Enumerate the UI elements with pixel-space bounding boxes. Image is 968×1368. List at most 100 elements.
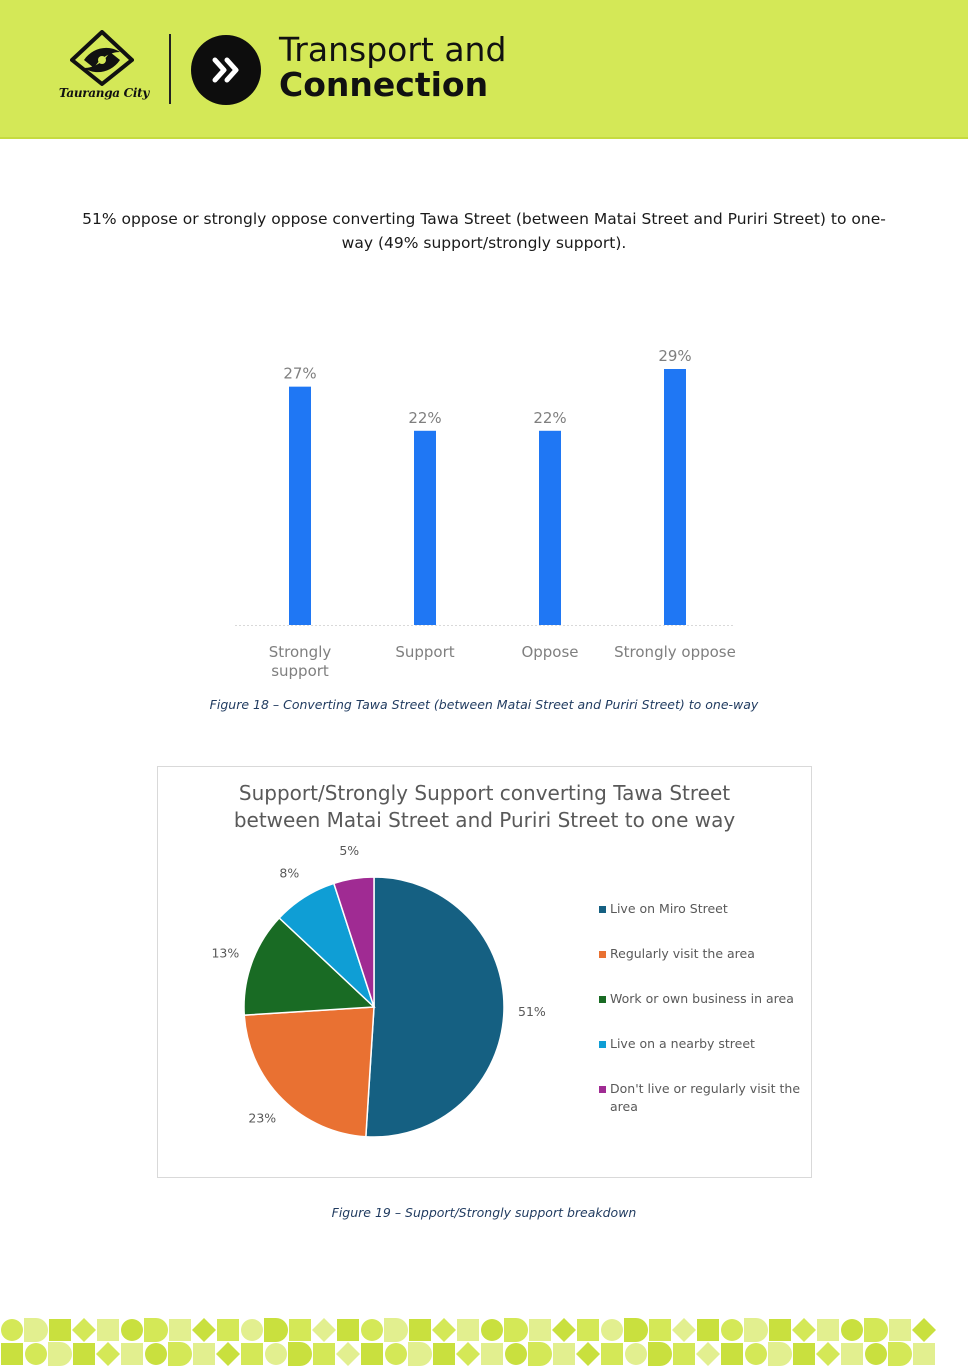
pie-slice-3 [243,916,376,1016]
legend-label: Live on a nearby street [610,1036,755,1051]
footer-pattern-shape [193,1343,215,1365]
bar-category-label: Strongly oppose [614,643,736,661]
footer-decorative-pattern [1,1318,936,1366]
bar-data-label: 22% [533,409,566,427]
footer-pattern-shape [192,1318,216,1342]
footer-pattern-shape [168,1342,192,1366]
footer-pattern-shape [241,1343,263,1365]
footer-pattern-shape [361,1343,383,1365]
footer-pattern-shape [385,1343,407,1365]
footer-pattern-shape [288,1342,312,1366]
footer-pattern-shape [265,1343,287,1365]
bar-data-label: 29% [658,347,691,365]
bar-category-label: Support [395,643,454,661]
footer-pattern-shape [169,1319,191,1341]
footer-pattern-shape [649,1319,671,1341]
footer-pattern-shape [481,1343,503,1365]
pie-chart-figure-19: 51% 23% 13% 8% 5% [211,843,546,1138]
figure-18-caption: Figure 18 – Converting Tawa Street (betw… [209,697,759,712]
footer-pattern-shape [864,1318,888,1342]
footer-pattern-shape [1,1343,23,1365]
footer-pattern-shape [504,1318,528,1342]
pie-title-line1: Support/Strongly Support converting Tawa… [238,781,731,805]
footer-pattern-shape [312,1318,336,1342]
footer-pattern-shape [408,1342,432,1366]
footer-pattern-shape [648,1342,672,1366]
footer-pattern-shape [792,1318,816,1342]
bar-oppose [539,430,561,625]
pie-data-label: 8% [279,866,299,881]
footer-pattern-shape [576,1342,600,1366]
legend-item: Regularly visit the area [598,945,808,963]
footer-pattern-shape [721,1319,743,1341]
footer-pattern-shape [49,1319,71,1341]
pie-data-label: 51% [518,1004,546,1019]
footer-pattern-shape [289,1319,311,1341]
legend-swatch [599,996,606,1003]
footer-pattern-shape [121,1343,143,1365]
footer-pattern-shape [625,1343,647,1365]
footer-pattern-shape [1,1319,23,1341]
figure-19-caption: Figure 19 – Support/Strongly support bre… [331,1205,637,1220]
legend-swatch [599,951,606,958]
footer-pattern-shape [145,1343,167,1365]
footer-pattern-shape [96,1342,120,1366]
tauranga-logo-mark-icon [70,30,134,86]
footer-pattern-shape [624,1318,648,1342]
footer-pattern-shape [433,1343,455,1365]
footer-pattern-shape [264,1318,288,1342]
tauranga-city-logo: Tauranga City [52,30,156,110]
footer-pattern-shape [793,1343,815,1365]
footer-pattern-shape [841,1319,863,1341]
legend-label: Regularly visit the area [610,946,755,961]
footer-pattern-shape [97,1319,119,1341]
legend-swatch [599,1041,606,1048]
intro-paragraph: 51% oppose or strongly oppose converting… [82,210,886,252]
pie-data-label: 23% [248,1111,276,1126]
bar-data-label: 27% [283,365,316,383]
footer-pattern-shape [505,1343,527,1365]
footer-pattern-shape [144,1318,168,1342]
legend-label: Work or own business in area [610,991,794,1006]
footer-pattern-shape [384,1318,408,1342]
legend-item: Live on a nearby street [598,1035,808,1053]
footer-pattern-shape [913,1343,935,1365]
legend-label: Live on Miro Street [610,901,728,916]
footer-pattern-shape [361,1319,383,1341]
footer-pattern-shape [577,1319,599,1341]
footer-pattern-shape [409,1319,431,1341]
bar-support [414,430,436,625]
legend-swatch [599,1086,606,1093]
footer-pattern-shape [456,1342,480,1366]
bar-category-label: Strongly [269,643,332,661]
footer-pattern-shape [217,1319,239,1341]
legend-label: area [610,1099,638,1114]
footer-pattern-shape [48,1342,72,1366]
transport-badge [191,35,261,105]
footer-pattern-shape [337,1319,359,1341]
footer-pattern-shape [601,1319,623,1341]
footer-pattern-shape [313,1343,335,1365]
pie-slice-1 [365,876,505,1138]
footer-pattern-shape [721,1343,743,1365]
pie-chart-card: Support/Strongly Support converting Tawa… [157,766,812,1178]
footer-pattern-shape [841,1343,863,1365]
header-divider [169,34,171,104]
footer-pattern-shape [769,1319,791,1341]
legend-label: Don't live or regularly visit the [610,1081,801,1096]
section-title-line2: Connection [279,65,489,104]
footer-pattern-shape [601,1343,623,1365]
section-title: Transport and Connection [279,32,506,102]
bar-data-label: 22% [408,409,441,427]
bar-strongly-oppose [664,369,686,625]
pie-legend: Live on Miro Street Regularly visit the a… [598,900,808,1143]
pie-data-label: 5% [339,843,359,858]
double-chevron-right-icon [212,57,239,83]
section-title-line1: Transport and [279,30,507,69]
footer-pattern-shape [25,1343,47,1365]
footer-pattern-shape [673,1343,695,1365]
footer-pattern-shape [121,1319,143,1341]
footer-pattern-shape [817,1319,839,1341]
footer-pattern-shape [24,1318,48,1342]
footer-pattern-shape [241,1319,263,1341]
